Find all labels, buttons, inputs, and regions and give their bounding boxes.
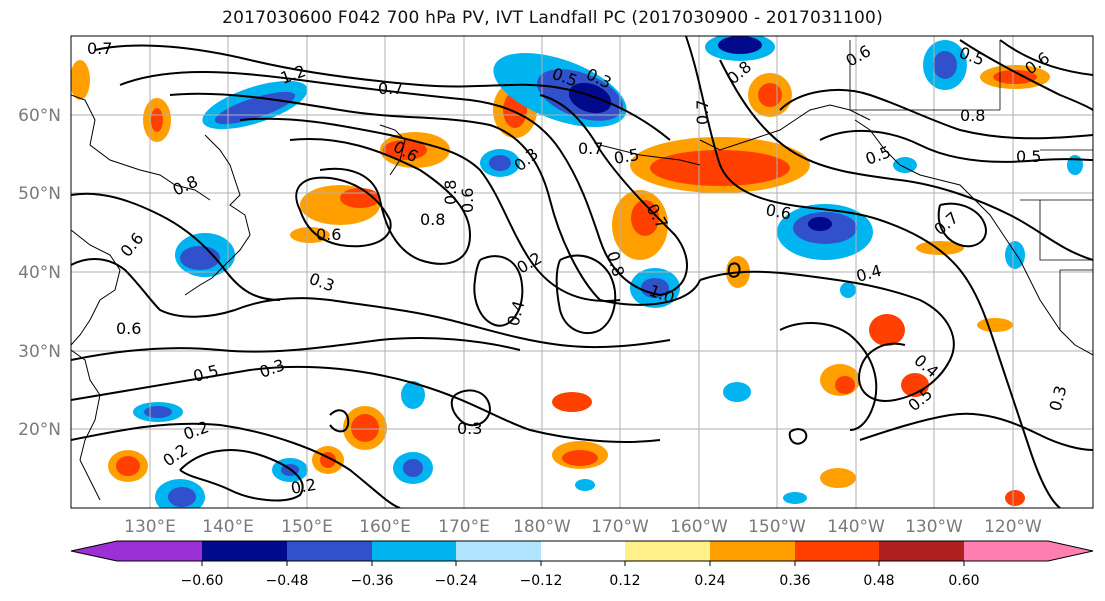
colorbar: −0.60 −0.48 −0.36 −0.24 −0.12 0.12 0.24 … [70,540,1094,589]
contour-label: 0.8 [441,180,460,205]
lon-label: 130°E [124,517,176,537]
contour-label: 0.6 [316,225,341,244]
contour-label: 0.7 [578,139,603,158]
lon-label: 130°W [905,517,963,537]
contour-label: 0.6 [117,229,148,261]
colorbar-tick: 0.36 [779,573,810,589]
colorbar-tick: 0.24 [694,573,725,589]
contour-label: 0.7 [693,100,712,125]
colorbar-tick: −0.60 [181,573,224,589]
contour-label: 0.8 [960,106,985,125]
contour-label: 0.5 [1016,147,1041,166]
contour-label: 0.2 [289,475,317,498]
contour-label: 0.3 [257,355,287,382]
map-title: 2017030600 F042 700 hPa PV, IVT Landfall… [222,8,883,28]
colorbar-cell [879,541,964,561]
contour-label: 0.5 [863,142,893,169]
contour-label: 0.7 [87,39,112,58]
contour-label: 0.5 [612,145,640,168]
contour-label: 0.7 [378,79,403,98]
colorbar-tick: −0.48 [266,573,309,589]
colorbar-cell [625,541,710,561]
contour-label: 0.6 [764,200,792,223]
colorbar-cell [964,541,1093,561]
colorbar-cell [541,541,625,561]
lon-label: 140°W [827,517,885,537]
colorbar-tick: −0.12 [520,573,563,589]
lat-label: 50°N [18,184,61,204]
pv-shading [71,36,1083,508]
colorbar-tick: 0.60 [948,573,979,589]
contour-label: 0.7 [930,208,962,239]
colorbar-cell [795,541,879,561]
contour-label: 0.3 [307,269,337,296]
colorbar-tick: −0.24 [435,573,478,589]
colorbar-cell [456,541,541,561]
lon-label: 120°W [984,517,1042,537]
colorbar-cell [71,541,202,561]
lat-label: 60°N [18,106,61,126]
contour-label: 0.8 [420,210,445,229]
contour-label: 0.2 [159,440,191,470]
latitude-labels: 60°N 50°N 40°N 30°N 20°N [18,106,61,440]
contour-label: 0.6 [116,319,141,338]
lon-label: 170°E [438,517,490,537]
contour-label: 0.6 [458,188,477,213]
lon-label: 150°W [748,517,806,537]
lon-label: 160°W [670,517,728,537]
lat-label: 40°N [18,263,61,283]
contour-label: 0.3 [1046,384,1071,414]
lon-label: 140°E [202,517,254,537]
lon-label: 160°E [359,517,411,537]
contour-label: 0.2 [181,417,211,444]
colorbar-tick: 0.12 [609,573,640,589]
colorbar-outline [70,540,1094,562]
contour-label: 0.8 [170,172,201,200]
contour-label: 0.8 [723,57,755,88]
colorbar-tick: −0.36 [351,573,394,589]
longitude-labels: 130°E 140°E 150°E 160°E 170°E 180°W 170°… [124,517,1042,537]
contour-label: 1.2 [278,61,308,88]
contour-label: 0.3 [457,419,482,438]
pv-contours [71,36,1093,508]
coastlines [71,40,1093,501]
lon-label: 150°E [281,517,333,537]
contour-label: 0.4 [504,299,529,329]
colorbar-cell [372,541,456,561]
map-frame [70,35,1094,509]
contour-label: 0.4 [854,261,884,286]
colorbar-tick: 0.48 [863,573,894,589]
lon-label: 180°W [513,517,571,537]
colorbar-cell [202,541,287,561]
contour-label: 0.5 [191,361,221,386]
colorbar-cell [287,541,372,561]
lon-label: 170°W [591,517,649,537]
lat-label: 20°N [18,420,61,440]
lat-label: 30°N [18,342,61,362]
contour-label: 0.6 [843,41,875,70]
colorbar-cell [710,541,795,561]
